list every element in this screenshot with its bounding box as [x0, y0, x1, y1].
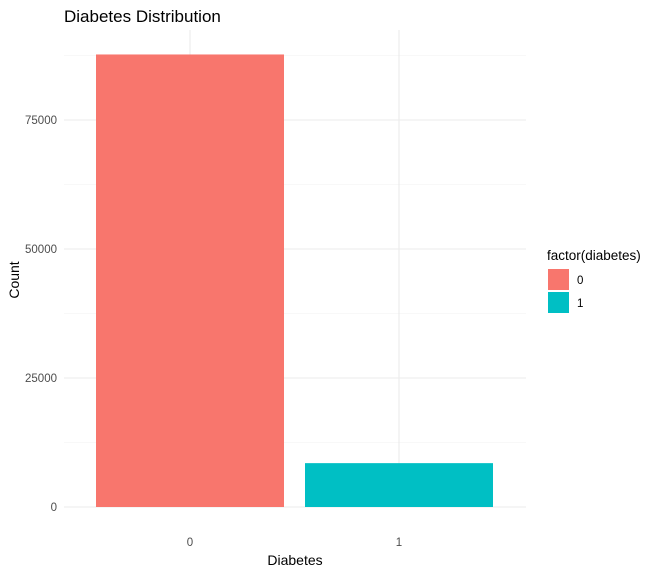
- x-tick-label: 0: [187, 537, 193, 549]
- bars: [96, 54, 493, 508]
- bar-0: [96, 54, 284, 508]
- legend: factor(diabetes) 0 1: [547, 248, 641, 313]
- bar-1: [305, 463, 493, 507]
- y-tick-label: 75000: [25, 115, 57, 127]
- legend-label-0: 0: [577, 275, 583, 287]
- y-tick-label: 25000: [25, 373, 57, 385]
- legend-label-1: 1: [577, 298, 583, 310]
- x-tick-label: 1: [396, 537, 402, 549]
- y-axis-ticks: 0 25000 50000 75000: [25, 115, 57, 514]
- y-tick-label: 0: [51, 502, 57, 514]
- y-tick-label: 50000: [25, 244, 57, 256]
- legend-swatch-0: [548, 269, 569, 290]
- chart-title: Diabetes Distribution: [64, 7, 221, 26]
- legend-swatch-1: [548, 292, 569, 313]
- y-axis-label: Count: [6, 261, 22, 298]
- x-axis-label: Diabetes: [267, 552, 322, 568]
- legend-title: factor(diabetes): [547, 248, 641, 263]
